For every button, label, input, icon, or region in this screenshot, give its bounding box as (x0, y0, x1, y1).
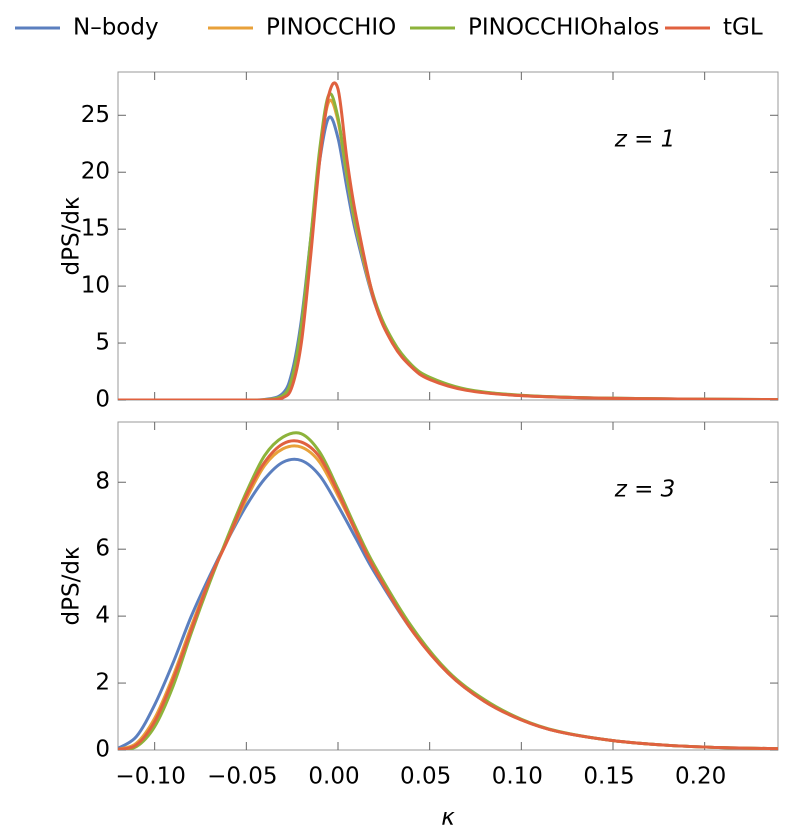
y-tick-label: 8 (95, 469, 110, 495)
y-axis-label: dPS/dκ (59, 197, 85, 276)
plot-frame (117, 71, 779, 401)
y-tick-label: 0 (95, 737, 110, 763)
plot-area (118, 81, 778, 400)
x-tick-label: 0.05 (400, 764, 451, 790)
series-line (118, 81, 778, 400)
annotation: z = 3 (614, 477, 676, 503)
x-tick-label: −0.05 (207, 764, 277, 790)
series-line (118, 457, 778, 750)
series-line (118, 444, 778, 750)
series-line (118, 98, 778, 400)
y-tick-label: 6 (95, 536, 110, 562)
y-tick-label: 25 (81, 102, 110, 128)
legend-label: tGL (723, 15, 763, 41)
annotation: z = 1 (614, 127, 676, 153)
x-tick-label: 0.20 (675, 764, 726, 790)
y-tick-label: 2 (95, 670, 110, 696)
y-tick-label: 0 (95, 387, 110, 413)
y-tick-label: 4 (95, 603, 110, 629)
plot-frame (117, 421, 779, 751)
series-line (118, 92, 778, 400)
x-tick-label: 0.15 (583, 764, 634, 790)
y-tick-label: 20 (81, 159, 110, 185)
series-line (118, 115, 778, 400)
y-tick-label: 10 (81, 273, 110, 299)
plot-area (118, 431, 778, 750)
y-tick-label: 5 (95, 330, 110, 356)
series-line (118, 431, 778, 750)
series-line (118, 439, 778, 750)
legend-label: N–body (73, 15, 159, 41)
x-tick-label: −0.10 (115, 764, 185, 790)
x-tick-label: 0.00 (308, 764, 359, 790)
legend-label: PINOCCHIOhalos (468, 15, 659, 41)
x-axis-label: κ (441, 805, 455, 831)
y-tick-label: 15 (81, 216, 110, 242)
y-axis-label: dPS/dκ (59, 547, 85, 626)
legend-label: PINOCCHIO (266, 15, 396, 41)
x-tick-label: 0.10 (492, 764, 543, 790)
